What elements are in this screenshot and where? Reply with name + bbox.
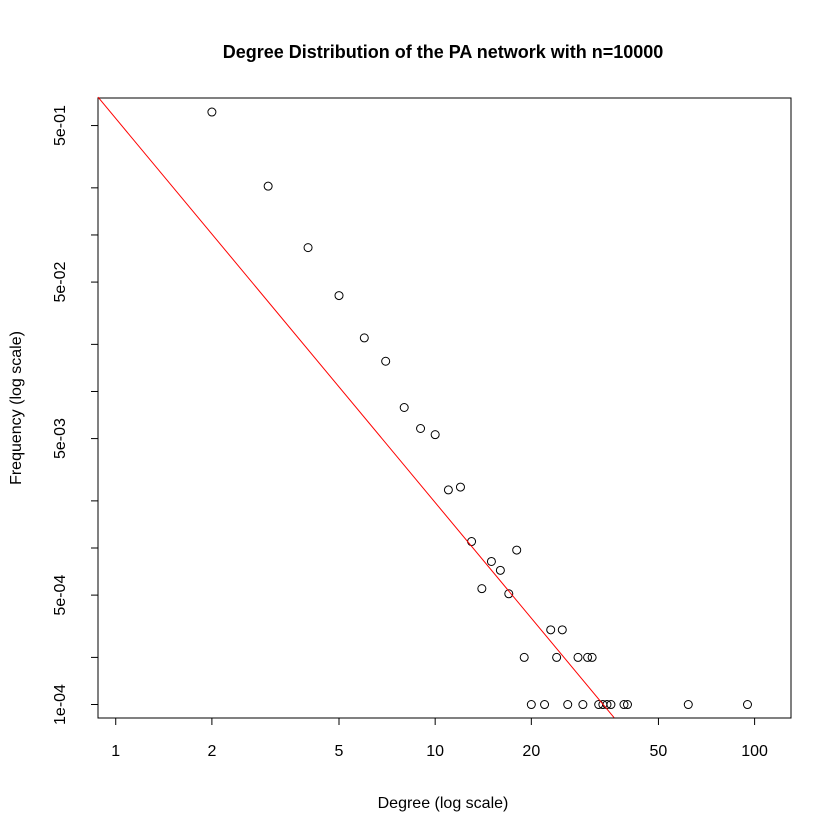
data-point	[622, 700, 632, 710]
data-point	[587, 652, 597, 662]
data-point	[381, 356, 391, 366]
data-point	[334, 291, 344, 301]
data-point	[359, 333, 369, 343]
data-point	[619, 700, 629, 710]
data-point	[606, 700, 616, 710]
data-point	[486, 556, 496, 566]
data-point	[263, 181, 273, 191]
y-tick-label: 5e-04	[52, 575, 69, 616]
x-tick-label: 10	[426, 743, 444, 760]
x-tick-label: 100	[741, 743, 768, 760]
data-point	[303, 243, 313, 253]
x-tick-label: 50	[650, 743, 668, 760]
data-point	[512, 545, 522, 555]
data-point	[583, 652, 593, 662]
data-point	[563, 700, 573, 710]
data-point	[455, 482, 465, 492]
x-tick-label: 20	[522, 743, 540, 760]
plot-area	[97, 96, 792, 719]
data-point	[416, 424, 426, 434]
x-tick-label: 2	[207, 743, 216, 760]
plot-frame	[97, 97, 792, 719]
y-tick-label: 1e-04	[52, 684, 69, 725]
data-point	[207, 107, 217, 117]
data-point	[526, 700, 536, 710]
data-point	[573, 652, 583, 662]
y-axis: 1e-04 5e-04 5e-03 5e-02 5e-01	[52, 105, 98, 725]
y-tick-label: 5e-02	[52, 262, 69, 303]
data-point	[683, 700, 693, 710]
fit-line-layer	[97, 96, 615, 718]
data-point	[552, 652, 562, 662]
power-law-fit-line	[97, 96, 615, 718]
data-point	[399, 403, 409, 413]
x-tick-label: 1	[111, 743, 120, 760]
data-point	[504, 589, 514, 599]
data-point	[519, 652, 529, 662]
data-point	[540, 700, 550, 710]
data-point	[742, 700, 752, 710]
data-point	[477, 584, 487, 594]
data-point	[557, 625, 567, 635]
data-point	[546, 625, 556, 635]
x-axis-label: Degree (log scale)	[378, 795, 509, 812]
data-point	[467, 537, 477, 547]
y-tick-label: 5e-03	[52, 418, 69, 459]
x-tick-label: 5	[335, 743, 344, 760]
y-axis-label: Frequency (log scale)	[8, 331, 25, 485]
points-layer	[207, 107, 752, 710]
data-point	[430, 430, 440, 440]
data-point	[495, 565, 505, 575]
y-tick-label: 5e-01	[52, 105, 69, 146]
data-point	[578, 700, 588, 710]
x-axis: 1 2 5 10 20 50 100	[111, 718, 768, 760]
chart-title: Degree Distribution of the PA network wi…	[223, 42, 664, 62]
data-point	[443, 485, 453, 495]
